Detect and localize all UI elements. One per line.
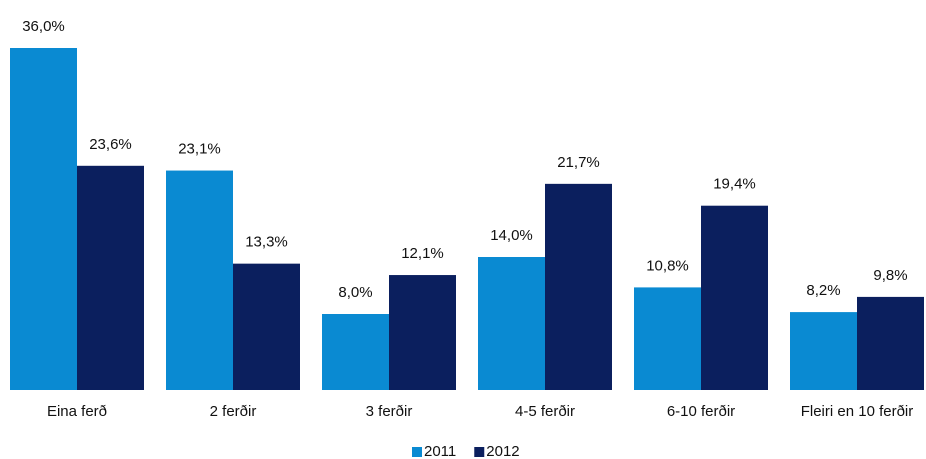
bar — [10, 48, 77, 390]
x-tick-label: Fleiri en 10 ferðir — [801, 403, 914, 420]
value-label: 19,4% — [713, 176, 756, 193]
bar — [634, 287, 701, 390]
x-tick-label: 2 ferðir — [210, 403, 257, 420]
x-tick-label: 6-10 ferðir — [667, 403, 735, 420]
bar — [545, 183, 612, 390]
x-tick-label: 4-5 ferðir — [515, 403, 575, 420]
value-label: 10,8% — [646, 257, 689, 274]
value-label: 23,6% — [89, 136, 132, 153]
legend-swatch — [412, 447, 422, 457]
bar — [701, 205, 768, 390]
x-tick-label: Eina ferð — [47, 403, 107, 420]
bar — [790, 312, 857, 390]
legend-label: 2011 — [424, 443, 456, 459]
value-label: 21,7% — [557, 154, 600, 171]
bar — [233, 263, 300, 390]
bar — [166, 170, 233, 390]
legend-label: 2012 — [486, 443, 519, 459]
bar — [478, 257, 545, 390]
bar — [77, 165, 144, 390]
bar — [322, 314, 389, 390]
value-label: 23,1% — [178, 141, 221, 158]
x-tick-label: 3 ferðir — [366, 403, 413, 420]
value-label: 8,2% — [806, 282, 840, 299]
value-label: 14,0% — [490, 227, 533, 244]
value-label: 9,8% — [873, 267, 907, 284]
bar — [857, 296, 924, 390]
value-label: 12,1% — [401, 245, 444, 262]
bar — [389, 275, 456, 390]
value-label: 8,0% — [338, 284, 372, 301]
value-label: 36,0% — [22, 18, 65, 35]
value-label: 13,3% — [245, 234, 288, 251]
legend-swatch — [474, 447, 485, 457]
